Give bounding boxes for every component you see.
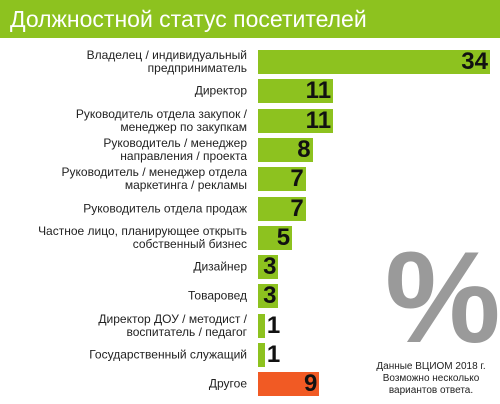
chart-title: Должностной статус посетителей — [0, 0, 500, 38]
bar — [258, 343, 265, 367]
bar — [258, 79, 334, 104]
value-label: 11 — [305, 106, 332, 134]
note: Данные ВЦИОМ 2018 г. Возможно несколько … — [376, 361, 486, 396]
category-label: Владелец / индивидуальный предпринимател… — [86, 48, 247, 75]
bar — [258, 50, 490, 74]
category-label: Дизайнер — [193, 259, 247, 274]
value-label: 34 — [461, 48, 488, 75]
value-label: 1 — [266, 311, 281, 339]
bar — [258, 284, 279, 309]
value-label: 5 — [276, 223, 291, 251]
bar — [258, 313, 265, 338]
category-label: Другое — [208, 376, 247, 391]
bar — [258, 167, 306, 192]
category-label: Директор ДОУ / методист / воспитатель / … — [98, 311, 247, 339]
category-label: Товаровед — [188, 288, 247, 303]
percent-icon: % — [385, 224, 500, 370]
bar — [258, 372, 320, 397]
value-label: 8 — [297, 135, 311, 163]
value-label: 1 — [266, 341, 281, 368]
value-label: 7 — [290, 165, 304, 193]
bar — [258, 255, 279, 280]
category-label: Руководитель отдела закупок / менеджер п… — [75, 106, 247, 134]
bar — [258, 196, 306, 221]
value-label: 3 — [263, 253, 277, 281]
bar — [258, 137, 313, 162]
value-label: 7 — [290, 194, 304, 222]
category-label: Руководитель / менеджер отдела маркетинг… — [61, 165, 247, 193]
category-label: Частное лицо, планирующее открыть собств… — [38, 223, 247, 251]
category-label: Руководитель / менеджер направления / пр… — [103, 135, 247, 163]
value-label: 3 — [263, 282, 277, 310]
bar — [258, 225, 293, 250]
category-label: Государственный служащий — [89, 347, 247, 362]
category-label: Директор — [194, 83, 247, 98]
bar — [258, 108, 334, 133]
category-label: Руководитель отдела продаж — [83, 201, 247, 215]
value-label: 9 — [304, 370, 318, 398]
value-label: 11 — [305, 77, 332, 105]
